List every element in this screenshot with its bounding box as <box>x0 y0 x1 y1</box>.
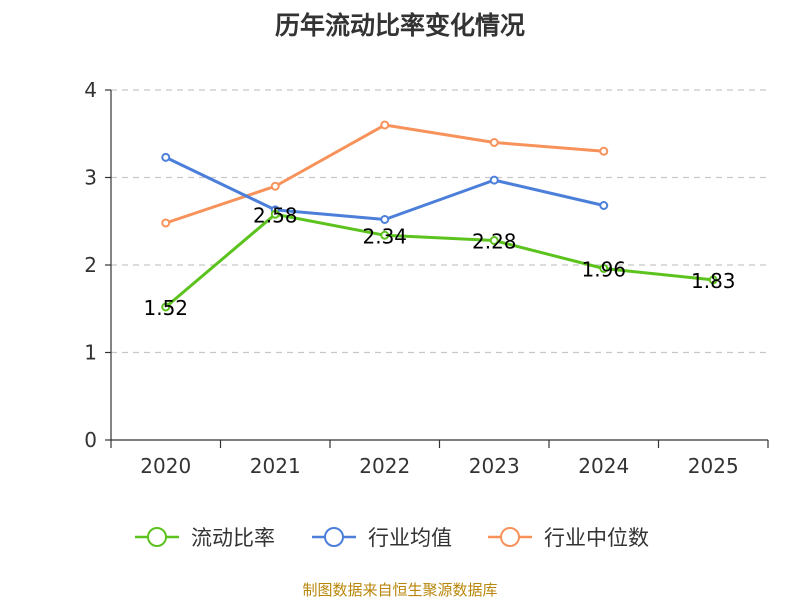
axes: 0 1 2 3 4 2020 2021 2022 2023 2024 2025 <box>84 78 769 478</box>
x-tick-label: 2021 <box>250 454 301 478</box>
legend: 流动比率 行业均值 行业中位数 <box>135 526 649 550</box>
y-tick-label: 1 <box>84 341 97 365</box>
data-point <box>708 275 718 285</box>
data-point <box>599 201 609 210</box>
legend-label: 流动比率 <box>191 526 275 550</box>
series-line-2 <box>165 123 604 225</box>
data-point <box>489 138 499 147</box>
data-point <box>161 152 171 162</box>
data-label: 1.52 <box>143 296 188 320</box>
data-point <box>161 302 171 312</box>
data-label: 1.96 <box>581 258 626 282</box>
grid-lines <box>111 89 768 354</box>
data-point <box>489 175 499 185</box>
legend-marker <box>147 527 167 547</box>
data-point <box>599 146 609 156</box>
data-point <box>380 230 390 240</box>
data-point <box>270 181 280 191</box>
x-tick-label: 2022 <box>359 454 410 478</box>
data-label: 2.34 <box>362 224 407 248</box>
legend-marker <box>324 527 344 547</box>
legend-label: 行业中位数 <box>544 526 649 550</box>
data-point <box>270 209 280 219</box>
y-tick-label: 4 <box>84 78 97 102</box>
data-label: 1.83 <box>691 269 736 293</box>
y-tick-label: 0 <box>84 428 97 452</box>
legend-marker <box>500 527 520 547</box>
data-label: 2.28 <box>472 230 517 254</box>
x-tick-label: 2025 <box>688 454 739 478</box>
data-point <box>380 215 390 224</box>
chart-title: 历年流动比率变化情况 <box>275 11 525 40</box>
data-labels: 1.52 2.58 2.34 2.28 1.96 1.83 <box>143 203 735 320</box>
x-tick-label: 2023 <box>469 454 520 478</box>
data-point <box>599 264 609 273</box>
x-tick-label: 2024 <box>578 454 629 478</box>
data-point <box>161 218 171 228</box>
legend-label: 行业均值 <box>368 526 452 550</box>
data-label: 2.58 <box>253 203 298 227</box>
data-point <box>489 236 499 245</box>
series-group <box>161 120 718 312</box>
data-point <box>380 120 390 130</box>
y-tick-label: 3 <box>84 166 97 190</box>
series-line-1 <box>165 156 605 221</box>
series-line-0 <box>164 212 714 309</box>
y-tick-label: 2 <box>84 253 97 277</box>
source-note: 制图数据来自恒生聚源数据库 <box>302 581 497 599</box>
x-tick-label: 2020 <box>140 454 191 478</box>
